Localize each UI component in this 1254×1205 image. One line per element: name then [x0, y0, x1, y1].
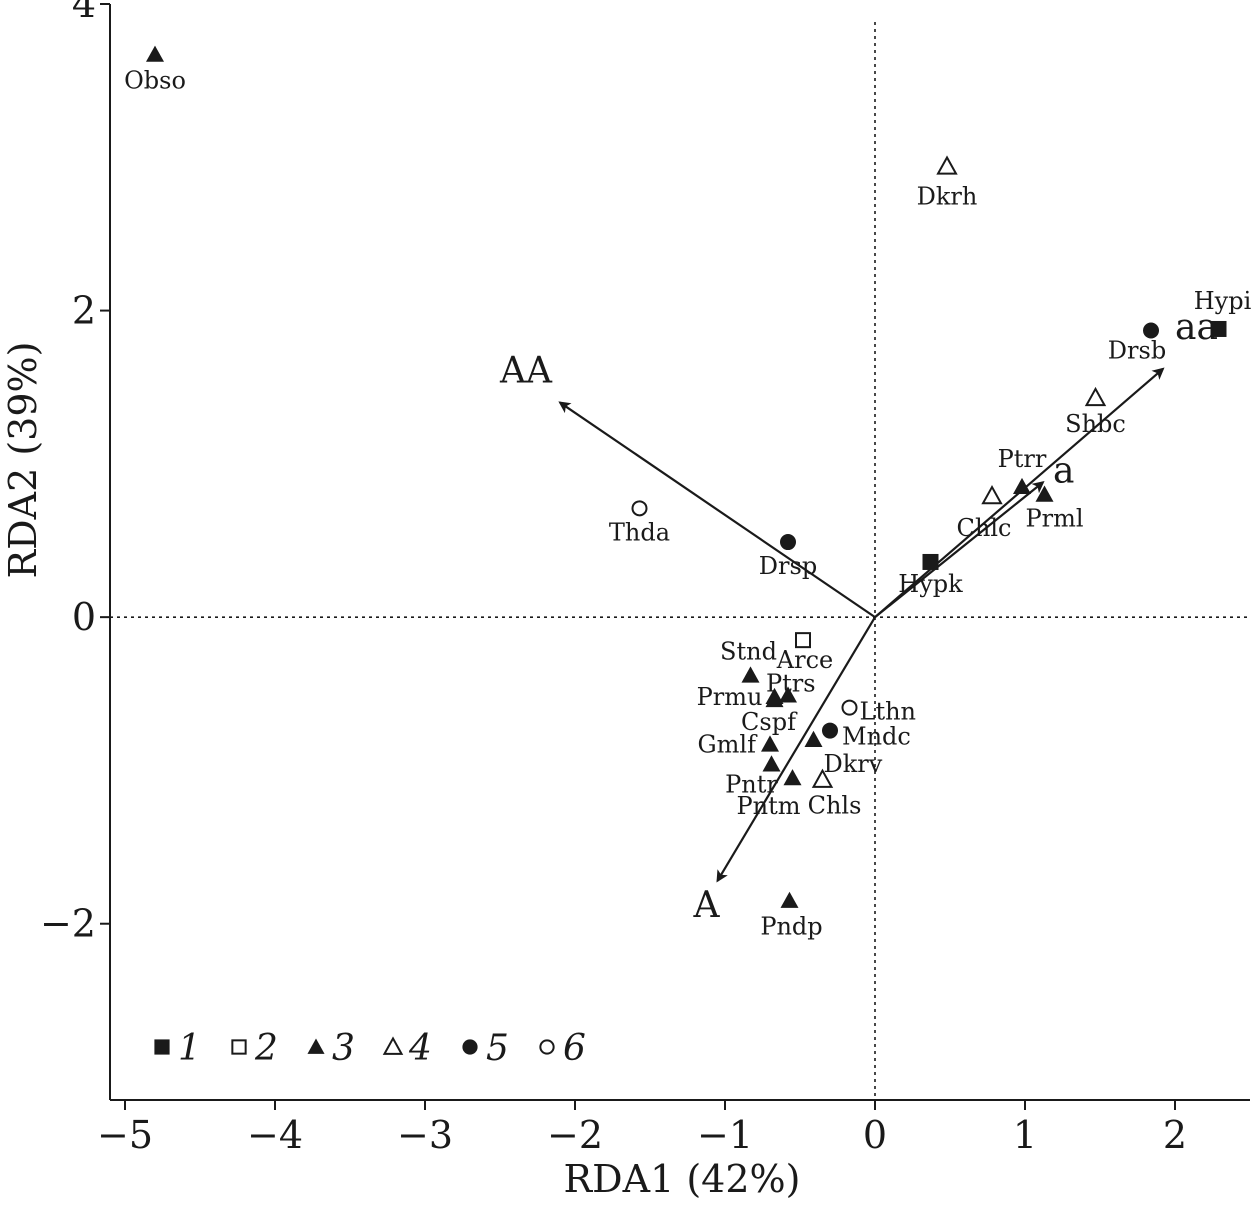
- legend-marker-2: [231, 1039, 247, 1055]
- point-chlc-marker: [981, 484, 1003, 505]
- legend-label-4: 4: [408, 1028, 432, 1069]
- point-shbc-marker: [1084, 386, 1107, 407]
- point-hypk-label: Hypk: [898, 570, 963, 598]
- point-prmu-label: Prmu: [697, 683, 763, 711]
- x-tick-label: −3: [397, 1113, 453, 1157]
- point-obso-marker: [146, 45, 164, 62]
- point-shbc-label: Shbc: [1065, 410, 1126, 438]
- point-hypi-marker: [1210, 320, 1227, 337]
- legend-marker-6: [539, 1039, 555, 1055]
- point-drsp-label: Drsp: [759, 552, 817, 580]
- vector-a-label: a: [1053, 450, 1074, 491]
- point-arce-label: Arce: [776, 646, 833, 674]
- point-pntm-marker: [783, 769, 802, 786]
- point-lthn-marker: [841, 699, 858, 716]
- legend-label-6: 6: [563, 1028, 586, 1069]
- vector-a-arrow: [874, 481, 1045, 619]
- x-tick-label: 1: [1013, 1113, 1037, 1157]
- point-mndc-label: Mndc: [842, 723, 911, 751]
- x-tick-label: 2: [1163, 1113, 1187, 1157]
- legend-label-5: 5: [486, 1028, 509, 1069]
- legend-label-3: 3: [332, 1028, 355, 1069]
- point-ptrs-marker: [779, 686, 797, 703]
- point-pndp-label: Pndp: [760, 913, 822, 941]
- point-dkrh-marker: [936, 155, 958, 175]
- x-tick-label: 0: [863, 1113, 887, 1157]
- point-hypk-marker: [922, 553, 939, 570]
- legend: 1 2 3 4 5 6: [154, 1028, 586, 1069]
- point-ptrr-marker: [1013, 477, 1031, 495]
- point-chls-marker: [811, 768, 834, 788]
- point-drsb-label: Drsb: [1108, 337, 1166, 365]
- legend-marker-4: [382, 1036, 404, 1055]
- point-drsb-marker: [1143, 322, 1159, 339]
- reference-lines: [110, 22, 1250, 1100]
- point-chlc-label: Chlc: [957, 514, 1012, 542]
- vector-AA-label: AA: [499, 351, 553, 392]
- point-thda-marker: [631, 500, 648, 517]
- point-pntr-label: Pntr: [725, 770, 778, 798]
- x-tick-label: −4: [247, 1113, 303, 1157]
- point-thda-label: Thda: [609, 518, 670, 546]
- point-mndc-marker: [822, 722, 838, 739]
- point-arce-marker: [795, 632, 811, 649]
- x-axis-title: RDA1 (42%): [564, 1157, 801, 1201]
- point-pntm-label: Pntm: [736, 792, 800, 820]
- vector-AA-arrow: [558, 401, 876, 619]
- point-stnd-label: Stnd: [720, 637, 777, 665]
- y-tick-label: −2: [40, 902, 96, 946]
- point-pntr-marker: [762, 755, 781, 772]
- y-tick-label: 4: [72, 0, 96, 26]
- axis-ticks: −5 −4 −3 −2 −1 0 1 2 −2 0 2 4: [40, 0, 1187, 1157]
- point-pndp-marker: [780, 891, 799, 908]
- vector-A-arrow: [716, 616, 876, 883]
- x-tick-label: −5: [97, 1113, 153, 1157]
- data-points: Obso Dkrh Hypi Drsb Shbc Ptrr Prml Chlc Thda Drsp…: [124, 45, 1252, 941]
- x-tick-label: −1: [697, 1113, 753, 1157]
- point-cspf-label: Cspf: [741, 708, 798, 736]
- vector-A-label: A: [693, 885, 721, 926]
- point-dkrh-label: Dkrh: [917, 182, 978, 210]
- legend-marker-1: [154, 1039, 170, 1055]
- point-dkrv-label: Dkrv: [824, 750, 883, 778]
- legend-marker-3: [307, 1038, 325, 1054]
- point-lthn-label: Lthn: [860, 698, 917, 726]
- point-gmlf-label: Gmlf: [698, 730, 759, 758]
- point-gmlf-marker: [761, 735, 779, 752]
- y-axis-title: RDA2 (39%): [1, 342, 45, 579]
- x-tick-label: −2: [547, 1113, 603, 1157]
- legend-label-2: 2: [254, 1028, 278, 1069]
- plot-frame: [109, 4, 1250, 1101]
- point-obso-label: Obso: [124, 67, 186, 95]
- point-dkrv-marker: [804, 730, 823, 747]
- y-tick-label: 0: [72, 595, 96, 639]
- point-ptrr-label: Ptrr: [998, 445, 1047, 473]
- point-prml-marker: [1035, 485, 1054, 502]
- legend-marker-5: [462, 1039, 478, 1055]
- point-hypi-label: Hypi: [1194, 287, 1252, 315]
- legend-label-1: 1: [178, 1028, 201, 1069]
- point-stnd-marker: [741, 666, 760, 683]
- point-chls-label: Chls: [808, 792, 862, 820]
- point-prml-label: Prml: [1025, 505, 1083, 533]
- point-drsp-marker: [780, 534, 796, 551]
- y-tick-label: 2: [72, 289, 96, 333]
- point-cspf-marker: [765, 690, 784, 708]
